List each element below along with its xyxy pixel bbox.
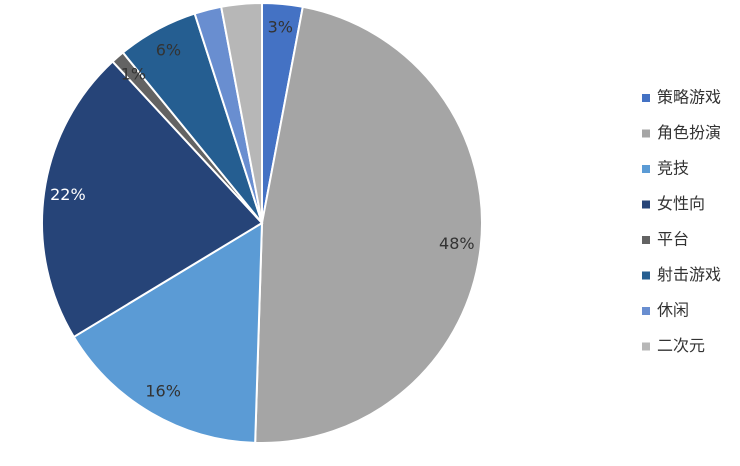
data-label: 22% — [50, 185, 86, 204]
data-label: 6% — [156, 40, 181, 59]
legend-label: 竞技 — [657, 159, 689, 178]
data-label: 48% — [439, 234, 475, 253]
legend-label: 女性向 — [657, 194, 705, 213]
legend-swatch — [642, 342, 650, 351]
data-label: 3% — [268, 17, 293, 36]
data-label: 1% — [121, 65, 146, 84]
legend-label: 策略游戏 — [657, 88, 721, 107]
legend-swatch — [642, 94, 650, 102]
legend-label: 平台 — [657, 230, 689, 249]
legend-swatch — [642, 271, 650, 280]
data-label: 16% — [145, 382, 181, 401]
pie-slice — [254, 5, 484, 444]
legend-label: 射击游戏 — [657, 265, 721, 284]
pie-slice — [41, 60, 264, 339]
legend-swatch — [642, 307, 650, 315]
legend-label: 休闲 — [657, 301, 689, 320]
legend-swatch — [642, 129, 650, 138]
legend-swatch — [642, 236, 650, 244]
legend-label: 二次元 — [657, 336, 705, 355]
legend-label: 角色扮演 — [657, 123, 721, 142]
pie-slice — [220, 1, 263, 224]
legend-swatch — [642, 200, 650, 209]
legend-swatch — [642, 165, 650, 173]
pie-slice — [72, 221, 264, 444]
